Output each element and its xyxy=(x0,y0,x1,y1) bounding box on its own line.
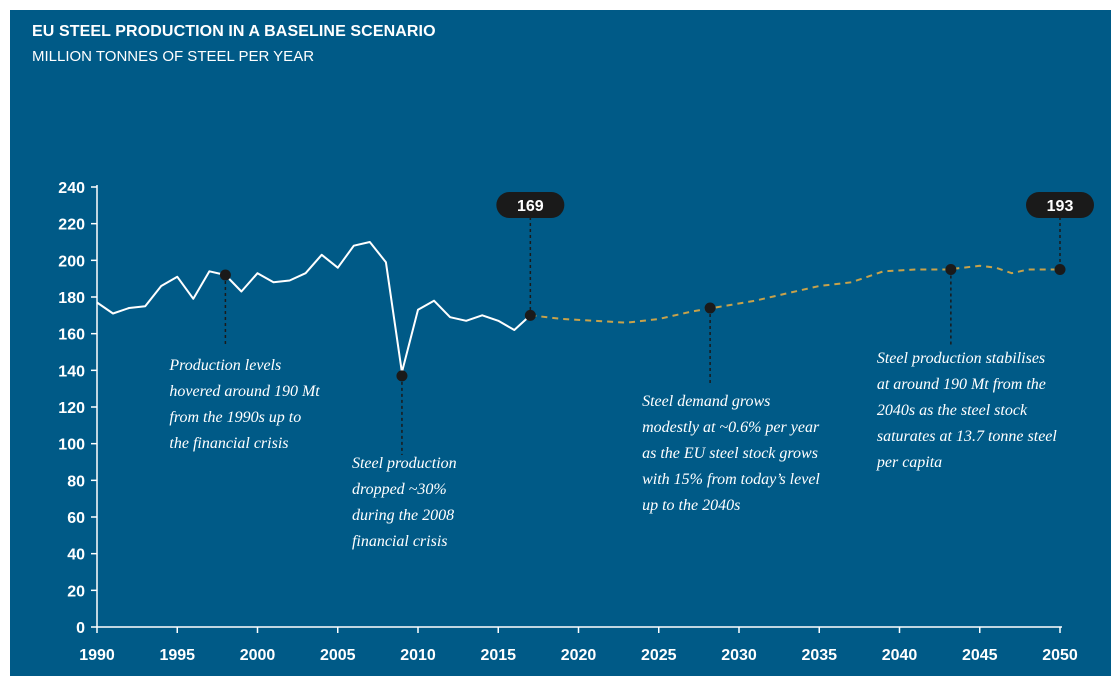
annotation-text-line: Steel demand grows xyxy=(642,393,770,410)
annotation-text-line: hovered around 190 Mt xyxy=(169,383,320,400)
annotation-text-line: financial crisis xyxy=(352,533,448,550)
x-tick-label: 2035 xyxy=(801,647,837,664)
y-tick-label: 160 xyxy=(58,327,85,344)
annotation-text-line: per capita xyxy=(876,454,942,471)
y-tick-label: 140 xyxy=(58,363,85,380)
x-tick-label: 2000 xyxy=(240,647,276,664)
x-tick-label: 2015 xyxy=(480,647,516,664)
projection-series-line xyxy=(530,264,1060,324)
annotation-text-line: dropped ~30% xyxy=(352,481,447,498)
data-point-marker xyxy=(219,269,231,281)
callout-value: 169 xyxy=(517,198,544,215)
data-point-marker xyxy=(524,309,536,321)
annotation-text-line: 2040s as the steel stock xyxy=(877,402,1028,419)
data-point-marker xyxy=(704,302,716,314)
x-tick-label: 1995 xyxy=(159,647,195,664)
x-tick-label: 2010 xyxy=(400,647,436,664)
callout-badge xyxy=(496,192,565,218)
annotation-text-line: Steel production stabilises xyxy=(877,350,1045,367)
x-tick-label: 2005 xyxy=(320,647,356,664)
chart-title: EU STEEL PRODUCTION IN A BASELINE SCENAR… xyxy=(32,23,436,40)
y-tick-label: 40 xyxy=(67,547,85,564)
callout-badge xyxy=(1026,192,1094,218)
annotation-text-line: up to the 2040s xyxy=(642,497,740,514)
y-tick-label: 240 xyxy=(58,180,85,197)
annotation-text-line: with 15% from today’s level xyxy=(642,471,820,488)
x-tick-label: 2025 xyxy=(641,647,677,664)
x-tick-label: 2020 xyxy=(561,647,597,664)
data-point-marker xyxy=(1054,264,1066,275)
annotation-text-line: Steel production xyxy=(352,455,457,472)
annotation-text-line: from the 1990s up to xyxy=(169,409,301,426)
x-tick-label: 2045 xyxy=(962,647,998,664)
y-tick-label: 100 xyxy=(58,437,85,454)
y-tick-label: 200 xyxy=(58,253,85,270)
data-point-marker xyxy=(945,264,957,275)
y-tick-label: 120 xyxy=(58,400,85,417)
x-tick-label: 2030 xyxy=(721,647,757,664)
y-tick-label: 220 xyxy=(58,217,85,234)
data-point-marker xyxy=(396,370,408,382)
y-tick-label: 0 xyxy=(76,620,85,637)
y-tick-label: 20 xyxy=(67,583,85,600)
y-tick-label: 80 xyxy=(67,473,85,490)
y-tick-label: 60 xyxy=(67,510,85,527)
chart-subtitle: MILLION TONNES OF STEEL PER YEAR xyxy=(32,48,315,65)
chart-panel: EU STEEL PRODUCTION IN A BASELINE SCENAR… xyxy=(10,10,1111,676)
annotation-text-line: saturates at 13.7 tonne steel xyxy=(877,428,1058,445)
annotation-text-line: Production levels xyxy=(168,357,281,374)
annotation-text-line: as the EU steel stock grows xyxy=(642,445,818,462)
x-tick-label: 1990 xyxy=(79,647,115,664)
annotation-text-line: modestly at ~0.6% per year xyxy=(642,419,820,436)
y-tick-label: 180 xyxy=(58,290,85,307)
x-tick-label: 2050 xyxy=(1042,647,1078,664)
x-tick-label: 2040 xyxy=(882,647,918,664)
annotation-text-line: the financial crisis xyxy=(169,435,288,452)
annotation-text-line: at around 190 Mt from the xyxy=(877,376,1046,393)
historical-series-line xyxy=(96,241,532,374)
annotation-text-line: during the 2008 xyxy=(352,507,454,524)
callout-value: 193 xyxy=(1047,198,1074,215)
